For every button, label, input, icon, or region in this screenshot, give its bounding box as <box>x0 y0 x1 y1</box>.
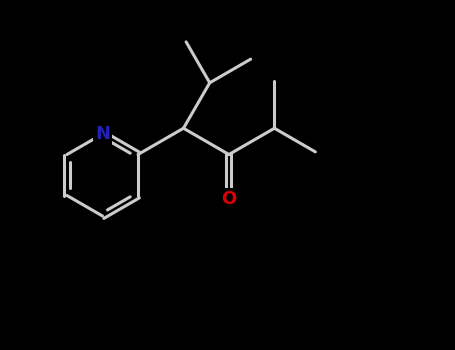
Text: O: O <box>221 190 237 208</box>
Text: N: N <box>95 125 110 143</box>
